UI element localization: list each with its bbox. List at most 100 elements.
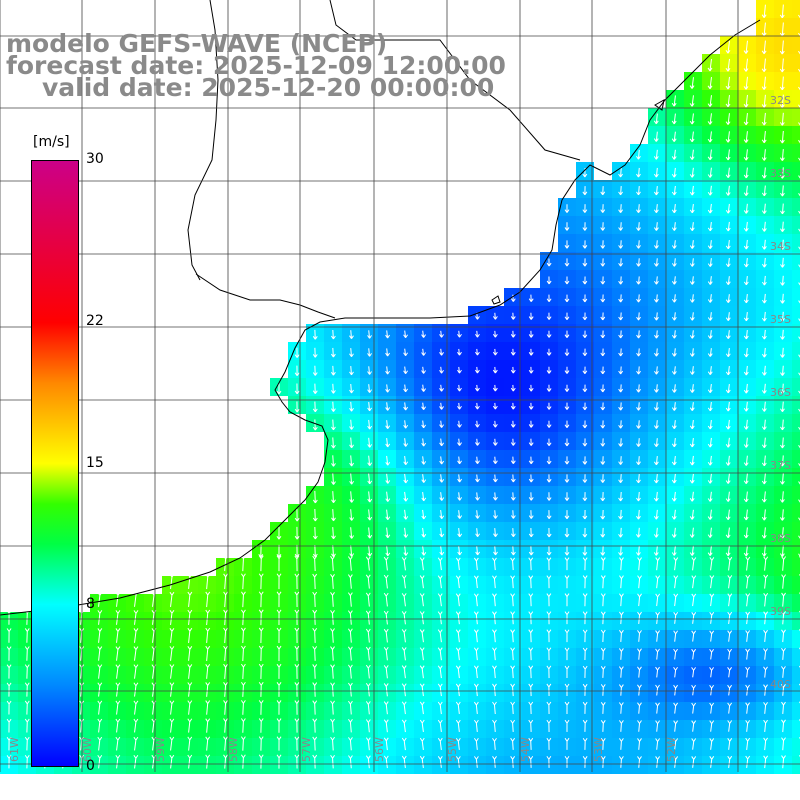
- wind-arrow: [743, 383, 749, 394]
- wind-arrow: [421, 402, 427, 410]
- wind-arrow: [727, 667, 732, 678]
- wind-arrow: [600, 647, 606, 660]
- wind-arrow: [528, 492, 534, 501]
- wind-arrow: [330, 700, 335, 715]
- wind-arrow: [419, 701, 425, 715]
- wind-arrow: [725, 509, 731, 521]
- wind-arrow: [403, 491, 409, 502]
- wind-arrow: [437, 647, 443, 661]
- wind-cell: [792, 414, 800, 432]
- wind-arrow: [492, 402, 498, 410]
- wind-arrow: [492, 384, 498, 392]
- wind-arrow: [546, 647, 552, 661]
- wind-cell: [792, 540, 800, 558]
- wind-arrow: [439, 420, 444, 428]
- wind-arrow: [367, 527, 373, 539]
- wind-arrow: [564, 294, 570, 303]
- wind-arrow: [492, 593, 497, 607]
- wind-arrow: [133, 754, 139, 769]
- wind-arrow: [600, 756, 606, 768]
- wind-arrow: [546, 629, 552, 643]
- wind-arrow: [689, 149, 695, 160]
- wind-arrow: [455, 575, 461, 589]
- wind-arrow: [187, 700, 193, 715]
- wind-cell: [792, 702, 800, 720]
- wind-arrow: [743, 509, 749, 521]
- wind-arrow: [743, 312, 749, 322]
- wind-arrow: [636, 474, 641, 484]
- wind-arrow: [763, 755, 769, 769]
- wind-arrow: [564, 474, 570, 483]
- wind-arrow: [743, 40, 749, 54]
- wind-arrow: [475, 474, 480, 483]
- wind-arrow: [761, 22, 767, 37]
- wind-arrow: [510, 593, 515, 607]
- wind-arrow: [437, 683, 443, 697]
- wind-arrow: [671, 131, 677, 142]
- wind-arrow: [383, 574, 389, 589]
- wind-arrow: [673, 738, 679, 750]
- wind-arrow: [385, 455, 391, 466]
- wind-arrow: [276, 645, 282, 661]
- wind-arrow: [655, 720, 660, 732]
- wind-arrow: [401, 755, 407, 769]
- wind-arrow: [600, 474, 606, 483]
- wind-arrow: [691, 612, 697, 624]
- longitude-label: 52W: [665, 737, 678, 762]
- wind-arrow: [510, 719, 516, 732]
- wind-arrow: [294, 401, 300, 413]
- wind-arrow: [761, 329, 767, 340]
- wind-arrow: [312, 544, 318, 558]
- wind-arrow: [600, 294, 606, 303]
- wind-arrow: [347, 664, 353, 679]
- wind-arrow: [347, 556, 353, 571]
- wind-arrow: [673, 684, 678, 696]
- wind-arrow: [564, 492, 570, 501]
- wind-arrow: [637, 593, 642, 607]
- wind-arrow: [671, 402, 677, 411]
- wind-arrow: [564, 366, 570, 374]
- wind-arrow: [383, 556, 389, 571]
- wind-arrow: [294, 383, 300, 395]
- wind-arrow: [743, 365, 749, 376]
- wind-arrow: [582, 647, 588, 661]
- wind-arrow: [401, 683, 407, 697]
- wind-arrow: [133, 736, 139, 751]
- wind-arrow: [671, 258, 677, 267]
- wind-arrow: [276, 555, 282, 572]
- wind-arrow: [743, 185, 749, 196]
- wind-arrow: [743, 221, 749, 232]
- wind-arrow: [582, 719, 588, 732]
- wind-cell: [792, 720, 800, 738]
- wind-arrow: [671, 366, 677, 375]
- wind-arrow: [671, 384, 677, 393]
- wind-arrow: [347, 574, 353, 589]
- wind-arrow: [493, 492, 498, 501]
- wind-arrow: [492, 366, 498, 374]
- wind-arrow: [691, 667, 696, 678]
- wind-arrow: [636, 491, 641, 502]
- wind-arrow: [528, 312, 534, 320]
- wind-arrow: [600, 402, 606, 411]
- wind-arrow: [779, 491, 785, 503]
- wind-arrow: [673, 702, 679, 714]
- latitude-label: 39S: [770, 605, 791, 618]
- wind-arrow: [743, 149, 749, 161]
- wind-arrow: [294, 508, 300, 522]
- wind-arrow: [421, 420, 427, 429]
- wind-arrow: [403, 366, 409, 375]
- wind-arrow: [761, 203, 767, 214]
- wind-cell: [792, 486, 800, 504]
- wind-arrow: [582, 665, 588, 678]
- wind-arrow: [367, 348, 372, 357]
- wind-arrow: [473, 665, 479, 679]
- wind-arrow: [510, 737, 516, 750]
- wind-arrow: [618, 384, 624, 393]
- wind-arrow: [276, 544, 282, 558]
- wind-arrow: [653, 491, 659, 502]
- wind-arrow: [385, 509, 391, 521]
- wind-arrow: [618, 527, 623, 538]
- wind-cell: [792, 252, 800, 270]
- wind-arrow: [761, 473, 767, 485]
- wind-arrow: [347, 646, 353, 661]
